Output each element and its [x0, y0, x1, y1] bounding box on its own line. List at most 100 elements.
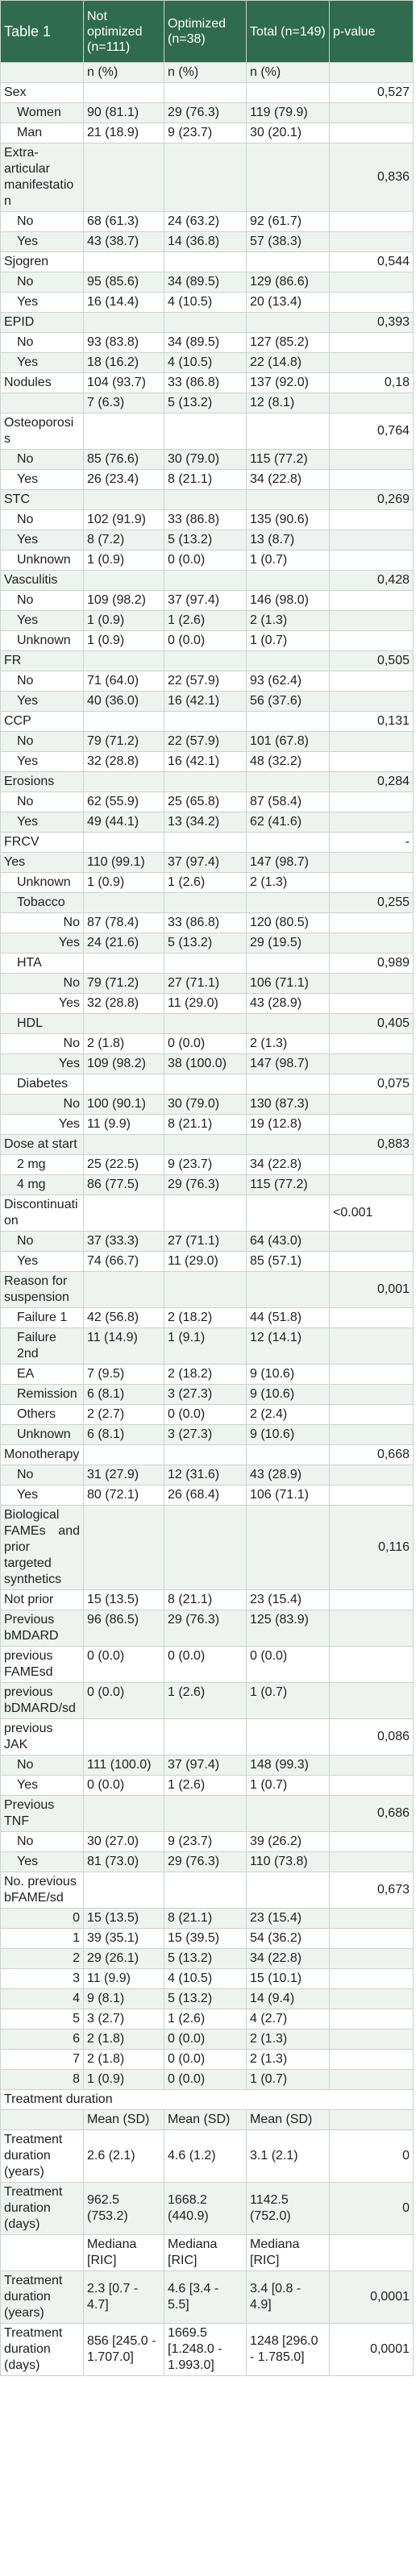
- cell-total: 1142.5 (752.0): [246, 2182, 330, 2235]
- cell-optimized: 11 (29.0): [164, 993, 247, 1014]
- cell-total: 23 (15.4): [246, 1589, 330, 1610]
- cell-total: 20 (13.4): [246, 292, 330, 313]
- cell-p-value: [329, 1404, 414, 1425]
- cell-optimized: [164, 953, 247, 974]
- table-row: Osteoporosis 0,764: [0, 413, 414, 450]
- cell-total: 1248 [296.0 - 1.785.0]: [246, 2323, 330, 2376]
- row-label: Remission: [0, 1384, 84, 1405]
- cell-not-optimized: 1 (0.9): [83, 2069, 164, 2090]
- cell-total: 48 (32.2): [246, 751, 330, 772]
- cell-not-optimized: 95 (85.6): [83, 272, 164, 293]
- row-label: [0, 393, 84, 413]
- cell-total: [246, 143, 330, 212]
- row-label: Yes: [0, 812, 84, 833]
- table-row: Sex 0,527: [0, 82, 414, 103]
- row-label: Not prior: [0, 1589, 84, 1610]
- cell-optimized: 9 (23.7): [164, 1831, 247, 1852]
- row-label: No: [0, 1231, 84, 1252]
- cell-optimized: 0 (0.0): [164, 1033, 247, 1054]
- cell-total: 9 (10.6): [246, 1364, 330, 1385]
- cell-total: 115 (77.2): [246, 1174, 330, 1195]
- row-label: previous JAK: [0, 1718, 84, 1755]
- cell-optimized: 1 (2.6): [164, 610, 247, 631]
- cell-optimized: [164, 1195, 247, 1232]
- cell-p-value: 0,686: [329, 1795, 414, 1832]
- cell-not-optimized: [83, 143, 164, 212]
- cell-total: 146 (98.0): [246, 590, 330, 611]
- section-label: Treatment duration: [0, 2089, 414, 2110]
- cell-total: 2 (2.4): [246, 1404, 330, 1425]
- cell-not-optimized: [83, 251, 164, 272]
- cell-total: [246, 1271, 330, 1308]
- row-label: Treatment duration (days): [0, 2323, 84, 2376]
- cell-not-optimized: [83, 1718, 164, 1755]
- cell-optimized: [164, 143, 247, 212]
- row-label: No: [0, 1831, 84, 1852]
- table-row: No. previous bFAME/sd 0,673: [0, 1872, 414, 1909]
- cell-optimized: [164, 1013, 247, 1034]
- header-optimized: Optimized (n=38): [164, 0, 247, 63]
- cell-not-optimized: [83, 1195, 164, 1232]
- cell-total: 57 (38.3): [246, 231, 330, 252]
- row-label: Treatment duration (years): [0, 2129, 84, 2183]
- cell-optimized: 37 (97.4): [164, 590, 247, 611]
- table-row: No 85 (76.6) 30 (79.0) 115 (77.2): [0, 449, 414, 470]
- cell-total: [246, 1195, 330, 1232]
- table-row: Vasculitis 0,428: [0, 570, 414, 591]
- table-row: Yes 26 (23.4) 8 (21.1) 34 (22.8): [0, 469, 414, 490]
- cell-p-value: [329, 1928, 414, 1949]
- cell-total: 9 (10.6): [246, 1424, 330, 1445]
- cell-not-optimized: 18 (16.2): [83, 352, 164, 373]
- row-label: Extra-articular manifestation: [0, 143, 84, 212]
- cell-optimized: 1 (2.6): [164, 1775, 247, 1796]
- cell-p-value: 0,405: [329, 1013, 414, 1034]
- cell-not-optimized: [83, 1134, 164, 1155]
- row-label: Yes: [0, 352, 84, 373]
- row-label: Tobacco: [0, 892, 84, 913]
- cell-not-optimized: 7 (9.5): [83, 1364, 164, 1385]
- table-row: Dose at start 0,883: [0, 1134, 414, 1155]
- row-label: Yes: [0, 993, 84, 1014]
- cell-p-value: [329, 211, 414, 232]
- table-row: Yes 1 (0.9) 1 (2.6) 2 (1.3): [0, 610, 414, 631]
- cell-optimized: 33 (86.8): [164, 372, 247, 393]
- table-row: Previous TNF 0,686: [0, 1795, 414, 1832]
- cell-not-optimized: [83, 953, 164, 974]
- cell-p-value: [329, 1231, 414, 1252]
- cell-total: [246, 251, 330, 272]
- cell-p-value: 0,269: [329, 489, 414, 510]
- table-row: Unknown 1 (0.9) 0 (0.0) 1 (0.7): [0, 550, 414, 571]
- row-label: Failure 1: [0, 1307, 84, 1328]
- cell-optimized: 1 (2.6): [164, 872, 247, 893]
- row-label: EA: [0, 1364, 84, 1385]
- cell-optimized: [164, 489, 247, 510]
- table-row: 3 11 (9.9) 4 (10.5) 15 (10.1): [0, 1968, 414, 1989]
- cell-total: [246, 570, 330, 591]
- row-label: Diabetes: [0, 1074, 84, 1095]
- table-row: Discontinuation <0.001: [0, 1195, 414, 1232]
- row-label: Yes: [0, 691, 84, 712]
- cell-optimized: 5 (13.2): [164, 530, 247, 551]
- cell-not-optimized: 111 (100.0): [83, 1755, 164, 1776]
- row-label: Monotherapy: [0, 1444, 84, 1465]
- cell-optimized: 3 (27.3): [164, 1384, 247, 1405]
- row-label: No: [0, 449, 84, 470]
- row-label: Man: [0, 123, 84, 143]
- table-row: FRCV -: [0, 832, 414, 853]
- table-row: Treatment duration: [0, 2089, 414, 2110]
- cell-not-optimized: 962.5 (753.2): [83, 2182, 164, 2235]
- cell-optimized: 26 (68.4): [164, 1485, 247, 1506]
- cell-not-optimized: 2.6 (2.1): [83, 2129, 164, 2183]
- cell-optimized: 1669.5 [1.248.0 - 1.993.0]: [164, 2323, 247, 2376]
- cell-not-optimized: 87 (78.4): [83, 912, 164, 933]
- cell-not-optimized: 62 (55.9): [83, 791, 164, 812]
- cell-not-optimized: 49 (44.1): [83, 812, 164, 833]
- row-label: Yes: [0, 933, 84, 954]
- cell-p-value: 0,0001: [329, 2323, 414, 2376]
- cell-p-value: [329, 530, 414, 551]
- cell-optimized: 1668.2 (440.9): [164, 2182, 247, 2235]
- row-label: CCP: [0, 711, 84, 732]
